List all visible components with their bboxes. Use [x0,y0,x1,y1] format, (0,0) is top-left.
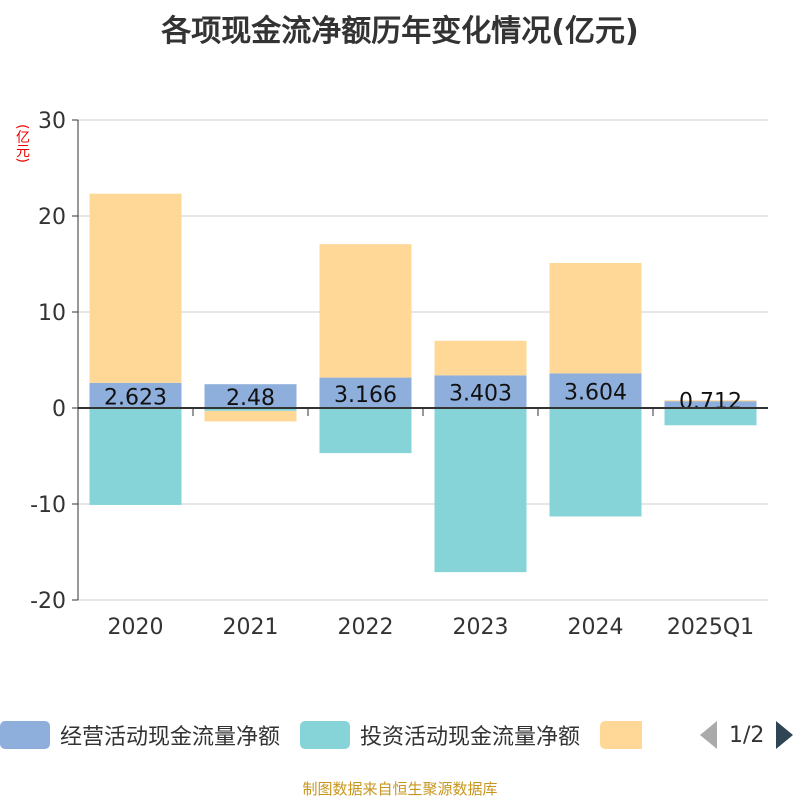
bar-2022-series-0 [319,377,412,408]
chart-title: 各项现金流净额历年变化情况(亿元) [161,14,639,49]
legend-label: 经营活动现金流量净额 [60,725,281,750]
bar-2020-series-0 [89,382,182,408]
y-axis-unit: (亿元) [14,124,30,163]
y-tick-label: -20 [30,589,66,614]
x-tick-label: 2020 [108,615,164,640]
bar-2021-series-2 [204,410,297,422]
x-tick-label: 2024 [568,615,624,640]
bar-2020-series-1 [89,408,182,505]
data-label: 3.403 [449,382,512,407]
bar-2024-series-0 [549,373,642,408]
legend-pager: 1/2 [700,718,794,752]
y-tick-label: 20 [38,205,66,230]
legend-item-investing[interactable]: 投资活动现金流量净额 [300,719,580,751]
bar-2021-series-1 [204,408,297,411]
bar-2025Q1-series-0 [664,401,757,408]
legend-swatch [0,721,50,749]
page-indicator: 1/2 [729,722,765,748]
legend: 经营活动现金流量净额 投资活动现金流量净额 [0,718,672,752]
bar-2024-series-2 [549,263,642,374]
bar-2025Q1-series-1 [664,408,757,426]
legend-item-operating[interactable]: 经营活动现金流量净额 [0,719,280,751]
x-tick-label: 2021 [223,615,279,640]
bar-2023-series-0 [434,375,527,408]
legend-swatch [600,721,643,749]
legend-label: 投资活动现金流量净额 [360,725,581,750]
x-tick-label: 2023 [453,615,509,640]
prev-page-icon[interactable] [700,721,717,749]
bar-2022-series-2 [319,244,412,378]
y-tick-label: -10 [30,493,66,518]
legend-swatch [300,721,351,749]
data-label: 0.712 [679,389,742,414]
next-page-icon[interactable] [776,721,794,749]
y-tick-label: 10 [38,301,66,326]
data-label: 3.604 [564,381,627,406]
x-tick-label: 2025Q1 [667,615,754,640]
bar-2020-series-2 [89,193,182,383]
legend-item-financing[interactable] [600,721,652,749]
data-source: 制图数据来自恒生聚源数据库 [302,780,498,798]
plot-area: -20 -10 0 10 20 30 2.623 2020 2.48 2021 3.166 2022 3… [30,109,768,640]
y-tick-label: 0 [52,397,66,422]
bar-2024-series-1 [549,408,642,517]
bar-2023-series-1 [434,408,527,573]
data-label: 2.48 [226,386,275,411]
y-tick-label: 30 [38,109,66,134]
bar-2022-series-1 [319,408,412,454]
x-tick-label: 2022 [338,615,394,640]
bar-2023-series-2 [434,340,527,376]
bar-2025Q1-series-2 [664,400,757,402]
data-label: 2.623 [104,385,167,410]
bar-2021-series-0 [204,384,297,408]
data-label: 3.166 [334,383,397,408]
